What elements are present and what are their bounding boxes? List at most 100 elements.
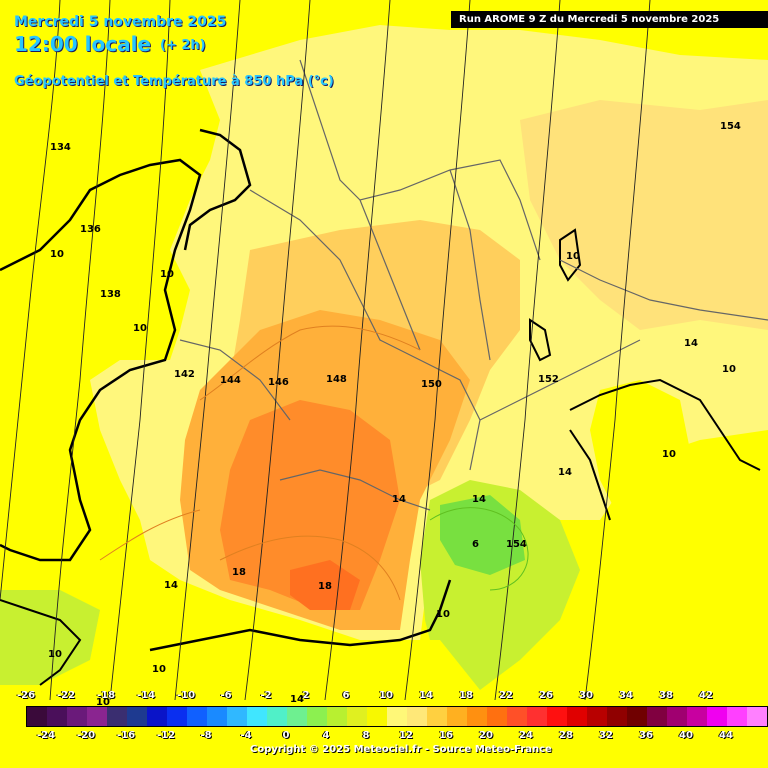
- legend-tick-top: 10: [379, 690, 393, 701]
- temperature-label: 14: [558, 467, 572, 478]
- legend-swatch: [567, 707, 587, 726]
- geopotential-label: 134: [50, 142, 71, 153]
- temperature-label: 10: [566, 251, 580, 262]
- legend-swatch: [407, 707, 427, 726]
- legend-swatch: [307, 707, 327, 726]
- legend-tick-top: 2: [302, 690, 310, 701]
- geopotential-isolines: [0, 0, 651, 701]
- legend-tick-bottom: 36: [639, 730, 653, 741]
- temperature-label: 10: [48, 649, 62, 660]
- temperature-label: 10: [722, 364, 736, 375]
- legend-tick-bottom: 4: [322, 730, 330, 741]
- geopotential-label: 146: [268, 377, 289, 388]
- island-east: [529, 318, 552, 362]
- legend-tick-top: 30: [579, 690, 593, 701]
- coastline-adriatic: [569, 378, 761, 521]
- coastline-sw: [0, 599, 82, 686]
- coastline: [0, 158, 202, 562]
- legend-tick-bottom: 28: [559, 730, 573, 741]
- run-info: Run AROME 9 Z du Mercredi 5 novembre 202…: [451, 11, 768, 28]
- temperature-label: 14: [684, 338, 698, 349]
- temperature-label: 10: [152, 664, 166, 675]
- legend-swatch: [747, 707, 767, 726]
- legend-swatch: [667, 707, 687, 726]
- temperature-label: 10: [662, 449, 676, 460]
- legend-color-scale: [26, 706, 768, 727]
- land-east: [520, 100, 768, 330]
- temperature-label: 14: [392, 494, 406, 505]
- legend-swatch: [107, 707, 127, 726]
- legend-swatch: [467, 707, 487, 726]
- geopotential-label: 136: [80, 224, 101, 235]
- legend-swatch: [647, 707, 667, 726]
- legend-tick-top: 38: [659, 690, 673, 701]
- southwest-cool: [0, 590, 100, 685]
- legend-swatch: [427, 707, 447, 726]
- legend-tick-bottom: 20: [479, 730, 493, 741]
- legend-tick-bottom: 16: [439, 730, 453, 741]
- geopotential-label: 150: [421, 379, 442, 390]
- map-parameter: Géopotentiel et Température à 850 hPa (°…: [14, 74, 334, 89]
- legend-swatch: [207, 707, 227, 726]
- legend-tick-top: -26: [16, 690, 36, 701]
- legend-swatch: [127, 707, 147, 726]
- temperature-label: 18: [318, 581, 332, 592]
- legend-tick-top: 18: [459, 690, 473, 701]
- legend-tick-top: 6: [342, 690, 350, 701]
- legend-swatch: [687, 707, 707, 726]
- legend-swatch: [507, 707, 527, 726]
- legend-tick-top: 34: [619, 690, 633, 701]
- temperature-label: 14: [164, 580, 178, 591]
- legend-tick-top: 42: [699, 690, 713, 701]
- legend-tick-bottom: -16: [116, 730, 136, 741]
- geopotential-label: 142: [174, 369, 195, 380]
- temperature-label: 14: [290, 694, 304, 705]
- temperature-label: 6: [472, 539, 479, 550]
- legend-tick-top: -6: [220, 690, 232, 701]
- legend-swatch: [547, 707, 567, 726]
- legend-swatch: [487, 707, 507, 726]
- temperature-label: 10: [133, 323, 147, 334]
- legend-swatch: [607, 707, 627, 726]
- legend-tick-bottom: -24: [36, 730, 56, 741]
- legend-swatch: [727, 707, 747, 726]
- legend-tick-top: 26: [539, 690, 553, 701]
- coastline-east: [559, 228, 582, 282]
- coastline-north: [183, 128, 252, 251]
- legend-swatch: [387, 707, 407, 726]
- map-time-offset: (+ 2h): [160, 38, 206, 53]
- legend-tick-top: 22: [499, 690, 513, 701]
- temperature-label: 18: [232, 567, 246, 578]
- legend-swatch: [87, 707, 107, 726]
- legend-swatch: [247, 707, 267, 726]
- legend-swatch: [287, 707, 307, 726]
- geopotential-label: 148: [326, 374, 347, 385]
- geopotential-label: 154: [720, 121, 741, 132]
- legend-tick-top: -22: [56, 690, 76, 701]
- legend-tick-bottom: -4: [240, 730, 252, 741]
- temperature-label: 10: [50, 249, 64, 260]
- geopotential-label: 154: [506, 539, 527, 550]
- geopotential-label: 138: [100, 289, 121, 300]
- legend-swatch: [67, 707, 87, 726]
- legend-tick-bottom: 44: [719, 730, 733, 741]
- cold-region: [440, 495, 525, 575]
- mediterranean: [380, 640, 480, 690]
- legend-tick-top: -18: [96, 690, 116, 701]
- legend-tick-bottom: 0: [282, 730, 290, 741]
- temperature-isolines: [99, 325, 529, 601]
- temperature-label: 10: [436, 609, 450, 620]
- hottest-patch: [290, 560, 360, 610]
- coastline-south: [149, 579, 452, 652]
- legend-swatch: [327, 707, 347, 726]
- temperature-label: 10: [160, 269, 174, 280]
- legend-swatch: [707, 707, 727, 726]
- legend-swatch: [167, 707, 187, 726]
- legend-swatch: [527, 707, 547, 726]
- legend-tick-bottom: 32: [599, 730, 613, 741]
- legend-swatch: [227, 707, 247, 726]
- legend-swatch: [447, 707, 467, 726]
- legend-swatch: [47, 707, 67, 726]
